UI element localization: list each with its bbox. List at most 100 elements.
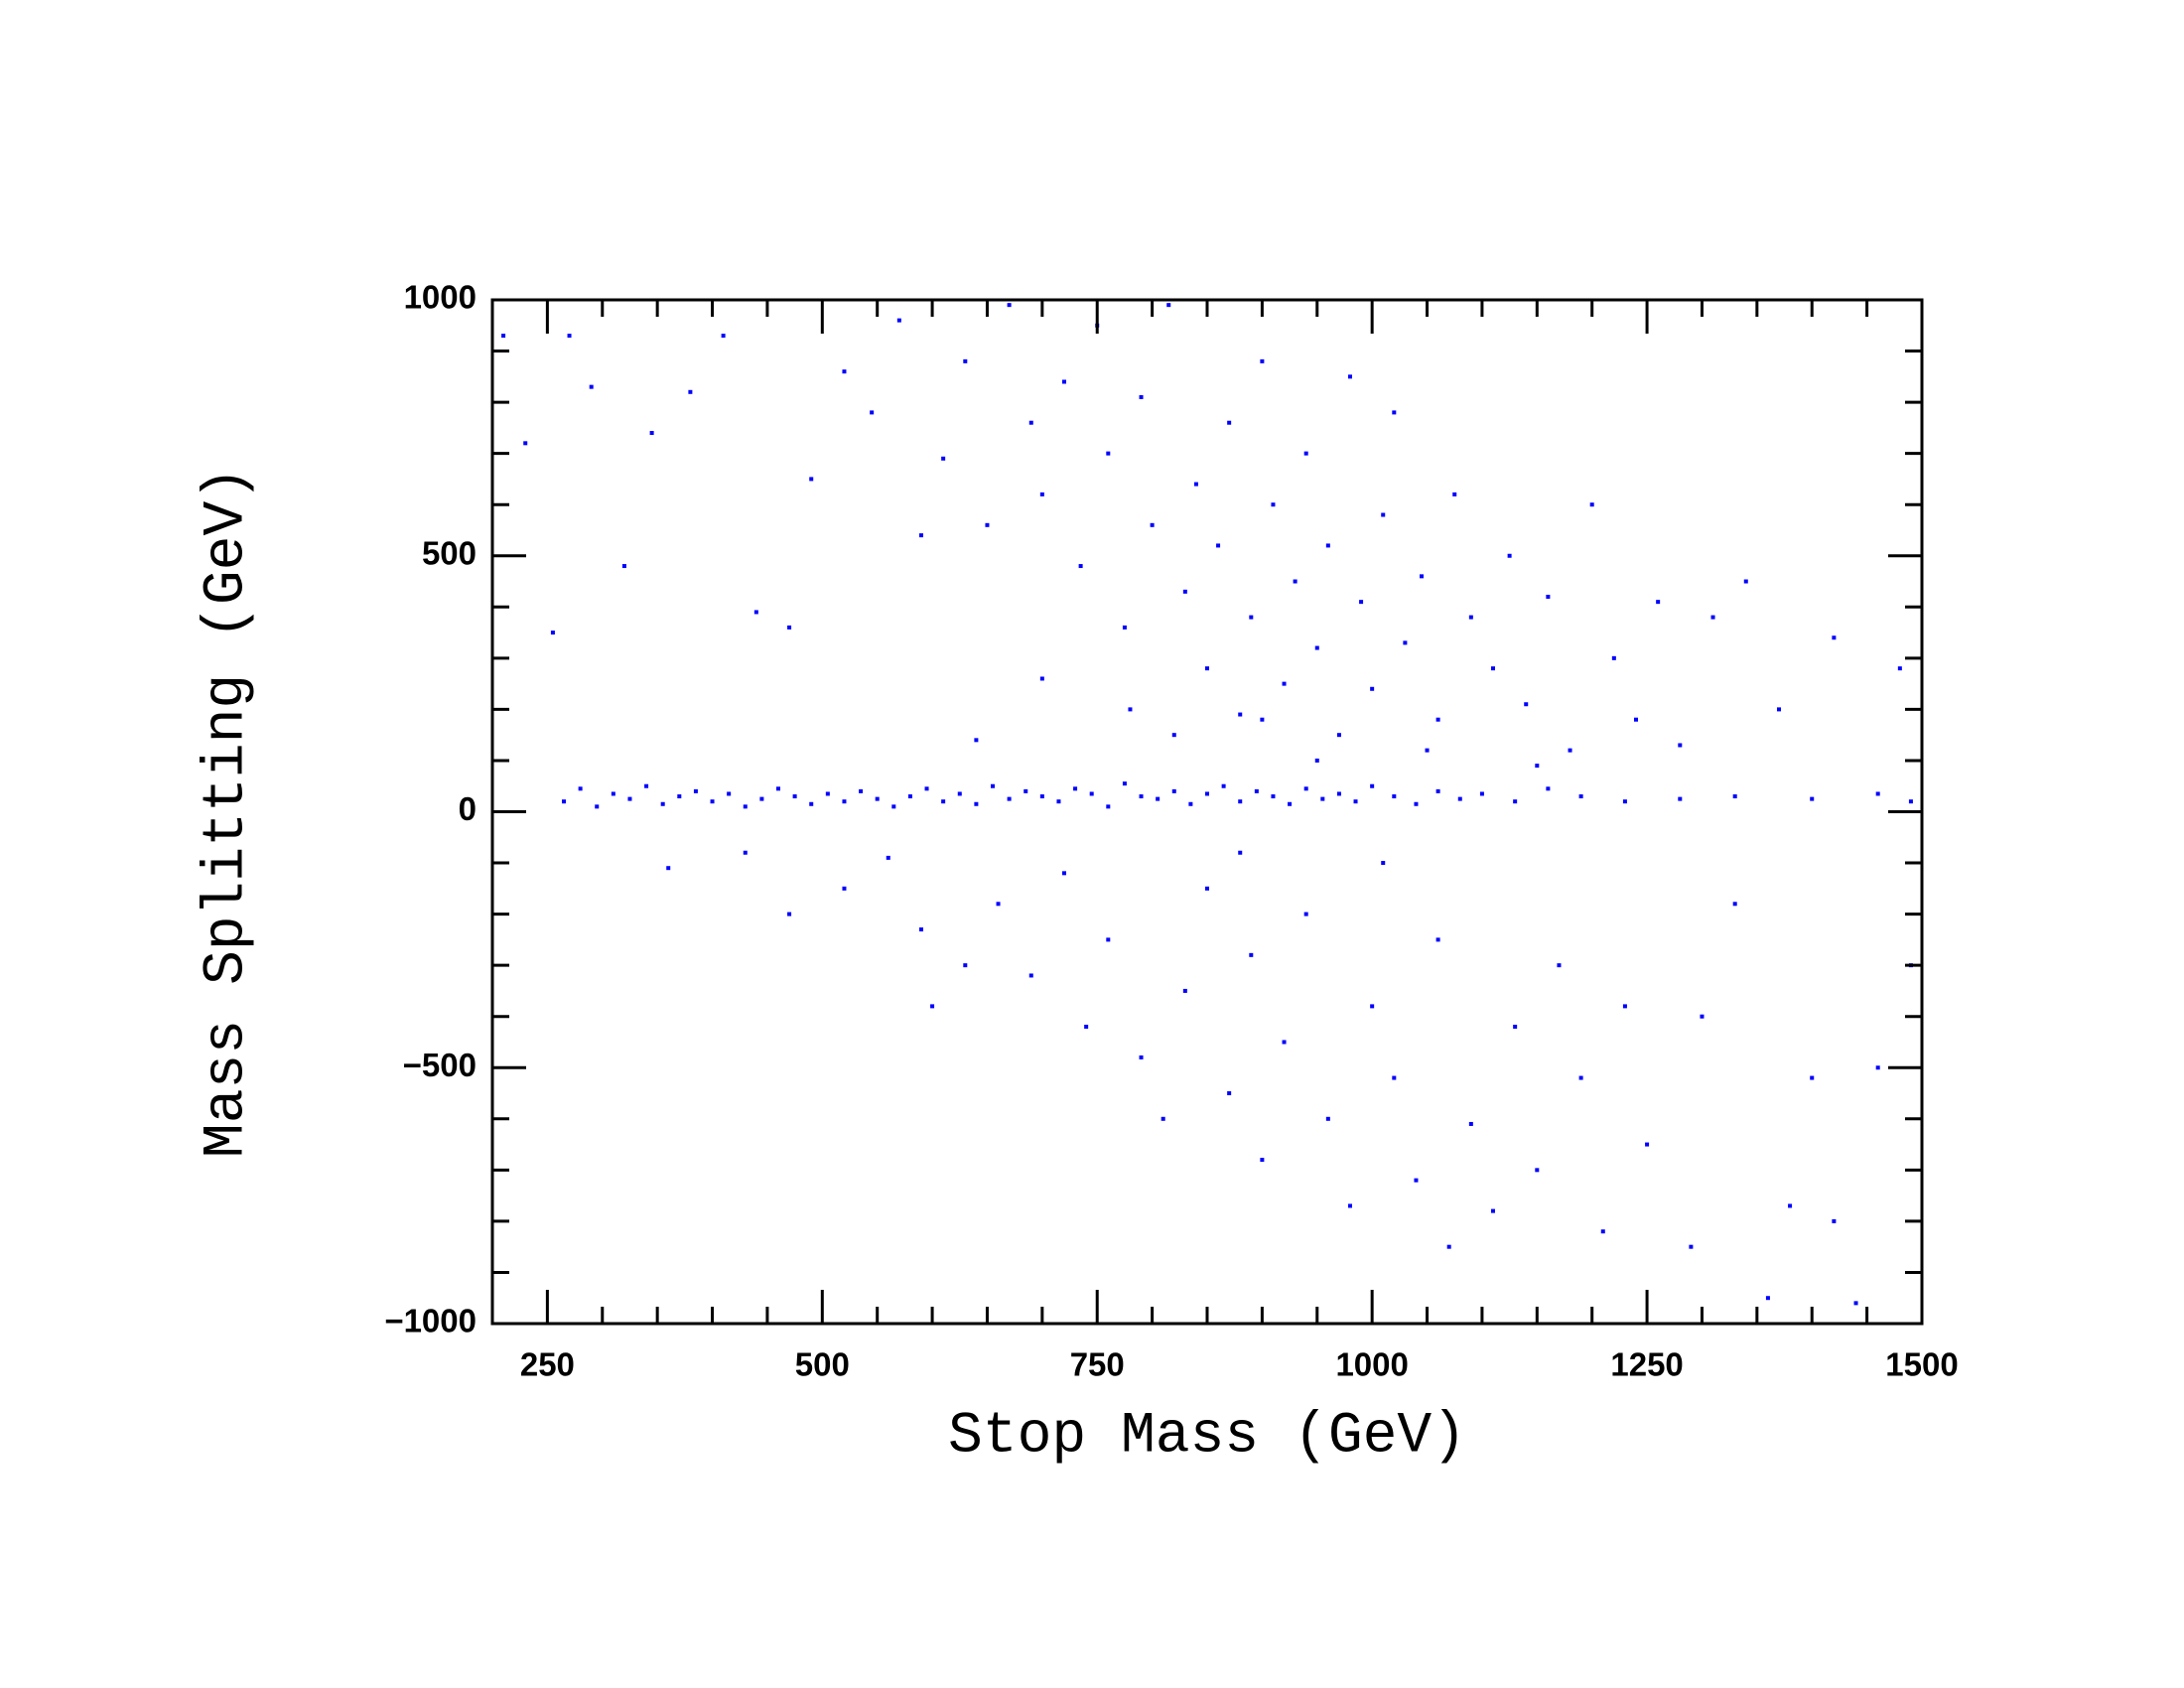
point <box>896 318 901 323</box>
point <box>1303 912 1308 916</box>
point <box>1062 379 1066 384</box>
point <box>907 794 912 799</box>
point <box>941 456 946 461</box>
point <box>1182 589 1187 594</box>
point <box>727 791 732 796</box>
point <box>1039 492 1044 496</box>
x-tick-label: 750 <box>1070 1346 1125 1383</box>
y-tick-label: 1000 <box>404 279 477 316</box>
point <box>974 738 979 743</box>
point <box>578 786 583 791</box>
point <box>991 783 995 788</box>
point <box>1810 796 1815 801</box>
point <box>825 791 830 796</box>
point <box>891 804 896 809</box>
point <box>1535 764 1540 769</box>
point <box>842 799 847 804</box>
point <box>501 334 506 339</box>
point <box>550 631 555 635</box>
point <box>1678 743 1683 748</box>
point <box>1414 1178 1419 1183</box>
point <box>1249 952 1254 957</box>
point <box>743 804 748 809</box>
point <box>1468 1121 1473 1126</box>
point <box>1288 801 1293 806</box>
point <box>1897 666 1902 671</box>
point <box>1622 1004 1627 1009</box>
point <box>1875 791 1880 796</box>
point <box>919 533 923 538</box>
point <box>1160 1116 1165 1121</box>
point <box>595 804 600 809</box>
plot-frame <box>490 298 1924 1326</box>
x-tick-label: 1250 <box>1610 1346 1683 1383</box>
point <box>1457 796 1462 801</box>
point <box>562 799 566 804</box>
point <box>1414 801 1419 806</box>
point <box>1524 702 1529 707</box>
point <box>1348 374 1352 379</box>
point <box>1446 1244 1451 1249</box>
point <box>1320 796 1325 801</box>
point <box>875 796 880 801</box>
point <box>859 788 864 793</box>
point <box>1205 886 1209 891</box>
point <box>677 794 682 799</box>
point <box>1106 804 1111 809</box>
point <box>1546 594 1551 599</box>
point <box>870 410 875 415</box>
x-tick-label: 1500 <box>1885 1346 1958 1383</box>
point <box>1832 635 1837 640</box>
point <box>660 801 665 806</box>
point <box>1765 1296 1770 1301</box>
point <box>567 334 572 339</box>
x-tick-label: 500 <box>795 1346 850 1383</box>
point <box>787 912 792 916</box>
point <box>1171 788 1176 793</box>
point <box>1875 1065 1880 1070</box>
point <box>1007 303 1012 308</box>
point <box>1166 303 1171 308</box>
point <box>1513 799 1518 804</box>
point <box>1106 451 1111 456</box>
point <box>1381 861 1386 866</box>
point <box>1908 799 1913 804</box>
point <box>776 786 780 791</box>
point <box>1188 801 1193 806</box>
point <box>1479 791 1484 796</box>
point <box>1073 786 1078 791</box>
point <box>1513 1025 1518 1030</box>
point <box>1150 522 1155 527</box>
point <box>1303 786 1308 791</box>
point <box>1689 1244 1694 1249</box>
point <box>1656 600 1661 605</box>
point <box>1634 717 1638 722</box>
point <box>1392 410 1397 415</box>
point <box>1260 1158 1265 1163</box>
point <box>1392 794 1397 799</box>
point <box>1381 512 1386 517</box>
point <box>1403 640 1408 645</box>
point <box>1325 543 1330 548</box>
point <box>1062 871 1066 876</box>
point <box>985 522 990 527</box>
point <box>1128 707 1133 712</box>
point <box>1370 783 1375 788</box>
point <box>1282 1040 1287 1045</box>
point <box>1238 850 1243 855</box>
point <box>621 564 626 569</box>
point <box>644 783 649 788</box>
point <box>743 850 748 855</box>
point <box>693 788 698 793</box>
point <box>1425 748 1430 753</box>
point <box>1282 681 1287 686</box>
point <box>688 389 693 394</box>
point <box>1420 574 1424 579</box>
point <box>1788 1203 1793 1208</box>
point <box>809 801 814 806</box>
point <box>1139 1055 1144 1059</box>
point <box>1122 781 1127 786</box>
point <box>1832 1218 1837 1223</box>
point <box>1260 358 1265 363</box>
point <box>649 431 654 436</box>
